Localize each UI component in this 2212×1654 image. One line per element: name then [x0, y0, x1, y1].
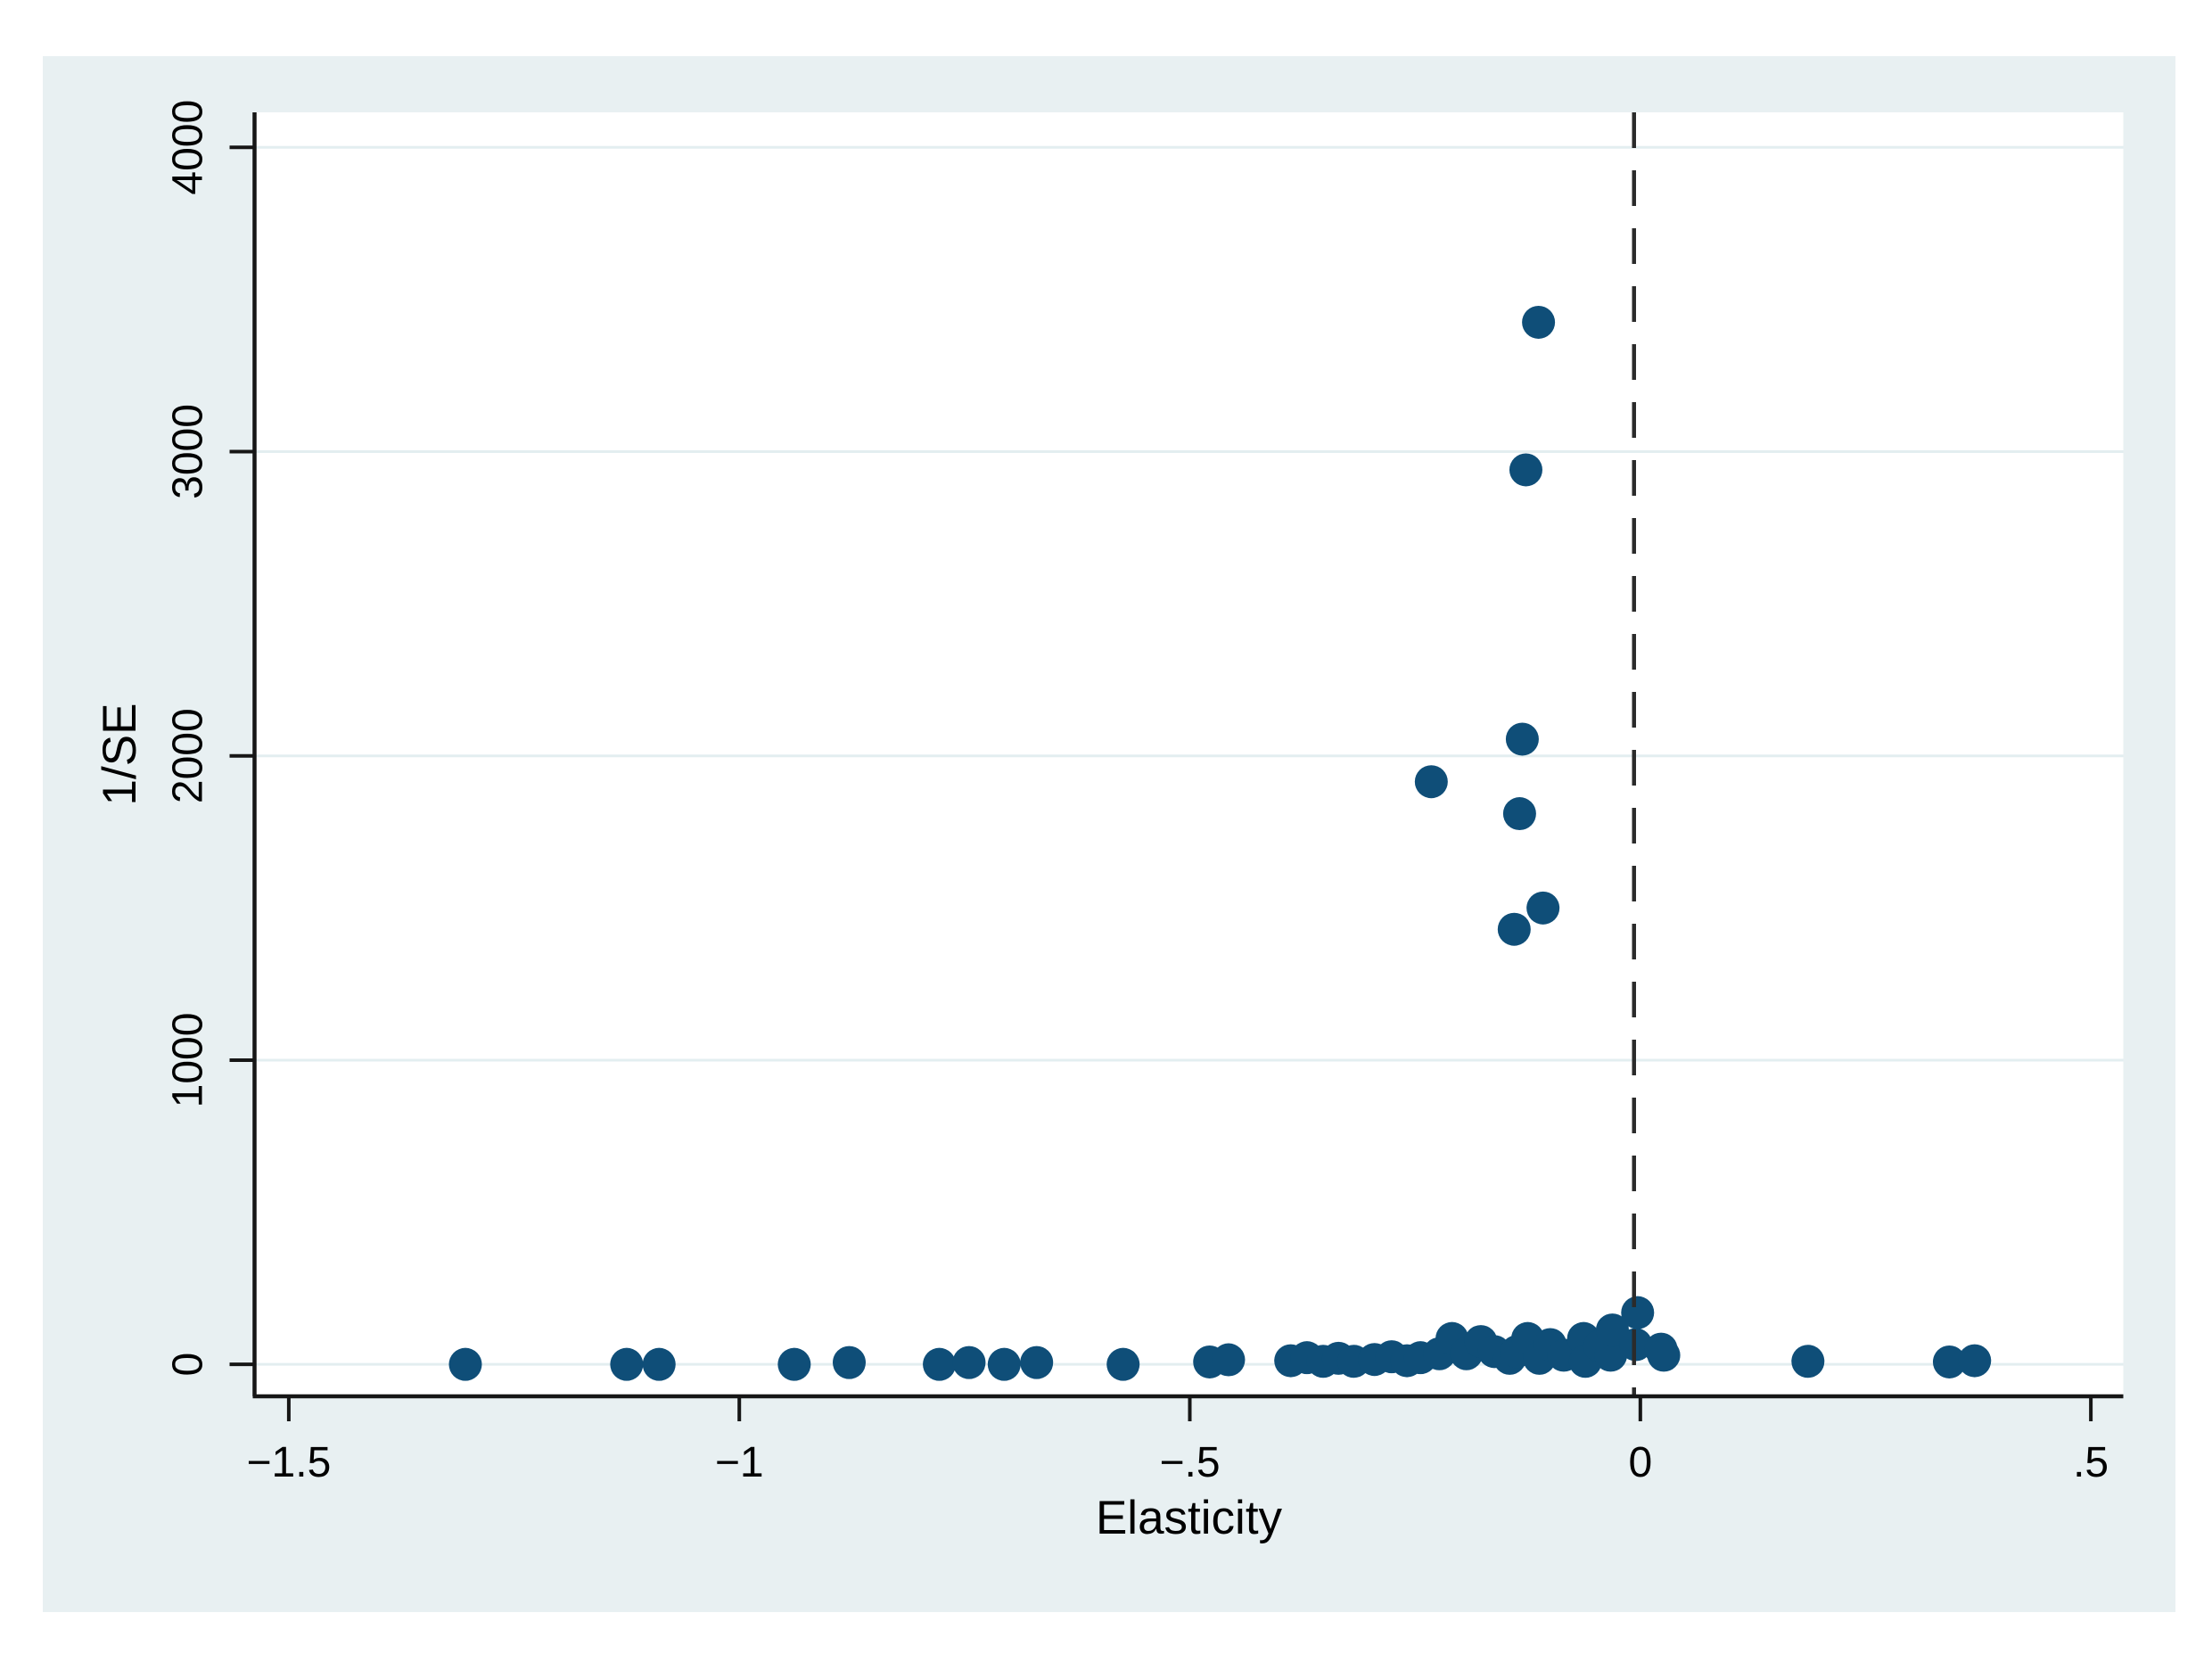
x-tick-label: −1.5 [247, 1439, 332, 1486]
data-point [610, 1347, 644, 1381]
data-point [1414, 765, 1448, 799]
data-point [1526, 891, 1560, 925]
x-tick-label: .5 [2073, 1439, 2109, 1486]
data-point [1647, 1338, 1681, 1372]
data-point [448, 1347, 482, 1381]
y-tick-label: 3000 [165, 404, 212, 499]
data-point [1505, 722, 1539, 756]
data-point [642, 1347, 676, 1381]
data-point [777, 1347, 811, 1381]
data-point [1932, 1345, 1966, 1378]
plot-area-background [254, 112, 2124, 1396]
y-tick-label: 2000 [165, 708, 212, 803]
data-point [1502, 797, 1536, 831]
y-tick-label: 0 [165, 1353, 212, 1377]
data-point [1958, 1344, 1992, 1378]
data-point [1593, 1338, 1627, 1372]
x-axis-title: Elasticity [1096, 1492, 1283, 1544]
data-point [1212, 1343, 1246, 1377]
x-tick-label: −.5 [1159, 1439, 1220, 1486]
data-point [987, 1347, 1021, 1381]
data-point [952, 1345, 986, 1379]
y-axis-title: 1/SE [94, 704, 146, 806]
data-point [1621, 1296, 1655, 1329]
data-point [923, 1347, 957, 1381]
data-point [1522, 305, 1556, 339]
x-tick-label: −1 [715, 1439, 764, 1486]
y-tick-label: 4000 [165, 100, 212, 195]
data-point [833, 1345, 867, 1379]
data-point [1497, 912, 1531, 946]
y-tick-label: 1000 [165, 1013, 212, 1108]
data-point [1106, 1347, 1140, 1381]
data-point [1509, 453, 1542, 487]
x-tick-label: 0 [1628, 1439, 1652, 1486]
data-point [1020, 1345, 1054, 1379]
data-point [1791, 1345, 1825, 1378]
